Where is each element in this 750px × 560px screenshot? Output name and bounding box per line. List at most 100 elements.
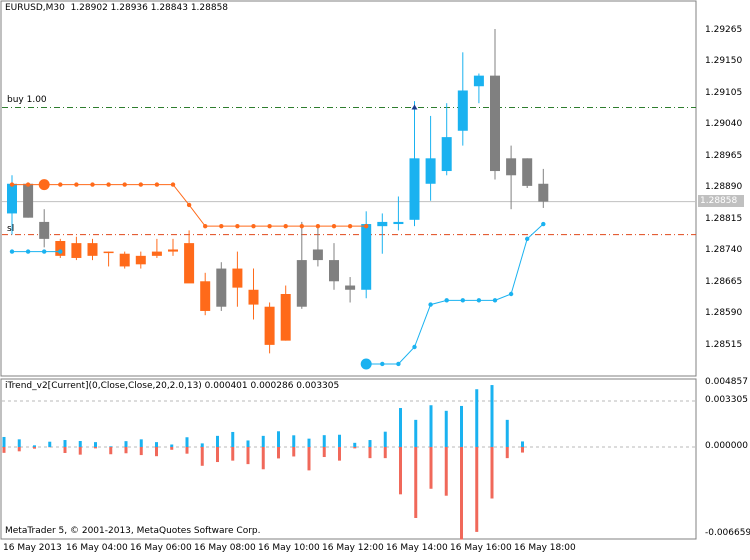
candle-body	[135, 255, 146, 265]
histogram-bar-negative	[338, 447, 341, 461]
histogram-bar-negative	[33, 447, 36, 449]
candle-body	[23, 183, 34, 218]
sell-trend-dot	[283, 223, 288, 229]
price-tick: 1.28590	[705, 308, 743, 318]
indicator-tick: 0.000000	[705, 441, 748, 451]
histogram-bar-positive	[521, 441, 524, 447]
histogram-bar-positive	[78, 441, 82, 447]
histogram-bar-negative	[414, 447, 418, 518]
candle-body	[168, 249, 178, 252]
candle-body	[441, 137, 452, 172]
candle-body	[248, 289, 259, 305]
sell-trend-dot	[347, 223, 353, 229]
histogram-bar-negative	[261, 447, 265, 470]
sell-trend-dot	[203, 223, 208, 229]
buy-trend-dot	[412, 344, 417, 350]
histogram-bar-negative	[444, 447, 448, 496]
candle-body	[425, 158, 436, 184]
candle-body	[232, 268, 243, 288]
histogram-bar-negative	[170, 447, 174, 450]
histogram-bar-positive	[383, 431, 387, 447]
buy-trend-dot	[428, 302, 433, 307]
price-tick: 1.29105	[705, 88, 743, 98]
candle-body	[538, 183, 549, 202]
price-tick: 1.29265	[705, 25, 743, 35]
price-tick: 1.28890	[705, 182, 743, 192]
candle-body	[490, 75, 500, 172]
histogram-bar-negative	[277, 447, 280, 459]
buy-trend-dot	[525, 236, 530, 242]
candle-body	[103, 251, 114, 254]
indicator-pane-border	[0, 378, 697, 540]
histogram-bar-positive	[33, 445, 36, 447]
buy-signal-marker	[360, 358, 372, 370]
indicator-header: iTrend_v2[Current](0,Close,Close,20,2.0,…	[5, 381, 340, 391]
candle-body	[329, 260, 339, 282]
buy-trend-dot	[380, 361, 385, 367]
sell-trend-dot	[331, 223, 337, 229]
candle-body	[393, 221, 404, 225]
histogram-bar-negative	[109, 447, 113, 455]
histogram-bar-negative	[185, 447, 189, 454]
sell-trend-dot	[58, 182, 63, 187]
time-tick: 16 May 14:00	[386, 543, 448, 553]
histogram-bar-positive	[277, 431, 280, 447]
histogram-bar-negative	[460, 447, 463, 540]
sell-trend-dot	[74, 182, 79, 187]
histogram-bar-positive	[155, 442, 158, 447]
sell-trend-dot	[9, 182, 15, 187]
histogram-bar-negative	[322, 447, 326, 458]
histogram-bar-positive	[307, 438, 311, 447]
buy-trend-dot	[460, 298, 465, 303]
histogram-bar-negative	[231, 447, 235, 461]
sell-trend-dot	[25, 182, 31, 187]
histogram-bar-positive	[216, 435, 219, 447]
buy-trend-dot	[25, 249, 31, 254]
histogram-bar-positive	[63, 440, 67, 447]
buy-trend-line	[366, 223, 544, 365]
histogram-bar-negative	[475, 447, 479, 532]
copyright-text: MetaTrader 5, © 2001-2013, MetaQuotes So…	[5, 526, 261, 536]
candle-body	[296, 260, 307, 307]
time-tick: 16 May 04:00	[66, 543, 128, 553]
sell-signal-marker	[38, 179, 50, 191]
histogram-bar-positive	[139, 439, 143, 447]
histogram-bar-positive	[200, 443, 204, 447]
histogram-bar-positive	[48, 441, 52, 447]
sell-trend-dot	[122, 182, 127, 187]
buy-trend-dot	[396, 361, 401, 367]
indicator-tick: 0.003305	[705, 395, 748, 405]
buy-trend-dot	[58, 249, 63, 254]
sell-trend-dot	[235, 223, 240, 229]
histogram-bar-negative	[17, 447, 21, 452]
histogram-bar-positive	[292, 435, 296, 447]
sell-trend-dot	[267, 223, 272, 229]
order-line-label[interactable]: buy 1.00	[7, 95, 47, 105]
candle-body	[409, 158, 420, 220]
candle-body	[184, 243, 195, 284]
histogram-bar-positive	[322, 435, 326, 447]
histogram-bar-positive	[246, 440, 250, 447]
histogram-bar-negative	[368, 447, 372, 459]
price-plot	[2, 29, 696, 370]
sell-trend-dot	[138, 182, 143, 187]
histogram-bar-negative	[124, 447, 128, 454]
histogram-bar-positive	[231, 431, 235, 447]
histogram-bar-positive	[368, 440, 372, 447]
sell-trend-dot	[106, 182, 111, 187]
histogram-bar-positive	[490, 385, 494, 447]
histogram-bar-negative	[200, 447, 204, 466]
sell-trend-dot	[219, 223, 224, 229]
histogram-bar-positive	[338, 434, 341, 447]
buy-arrow-icon	[411, 104, 418, 110]
buy-trend-dot	[42, 249, 47, 254]
candle-body	[119, 253, 130, 267]
histogram-bar-negative	[399, 447, 402, 495]
stop-loss-label[interactable]: sl	[7, 224, 15, 234]
candle-body	[457, 90, 468, 131]
histogram-bar-positive	[261, 435, 265, 447]
candle-body	[377, 221, 388, 227]
buy-trend-dot	[444, 298, 449, 303]
